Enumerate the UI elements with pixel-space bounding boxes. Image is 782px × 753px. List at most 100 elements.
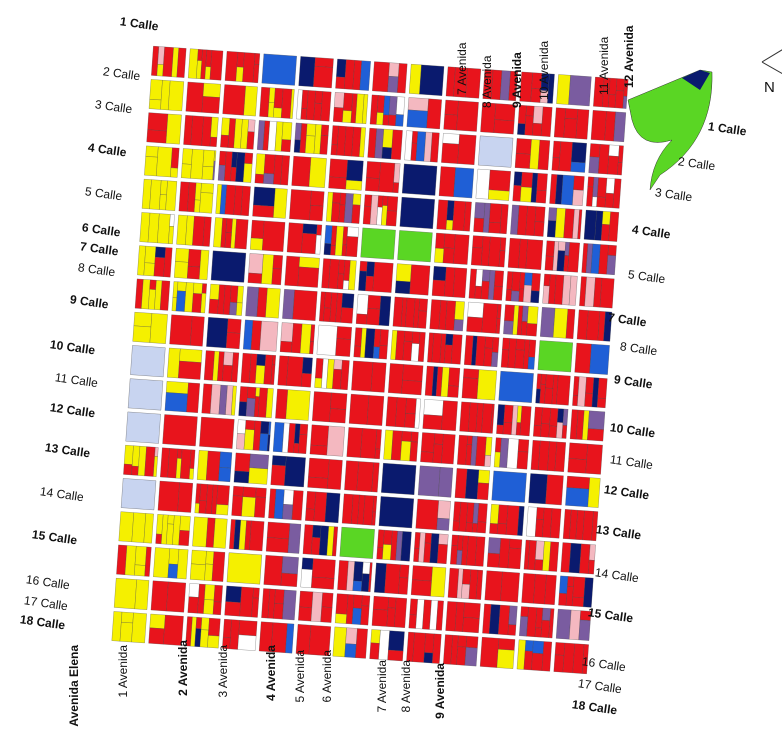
parcel — [588, 559, 595, 575]
street-label: 8 Calle — [77, 260, 116, 279]
parcel — [190, 115, 204, 146]
parcel — [280, 155, 290, 186]
block — [402, 163, 438, 196]
parcel — [533, 221, 545, 237]
block — [226, 552, 262, 585]
parcel — [134, 546, 147, 566]
parcel — [238, 401, 248, 417]
parcel — [239, 386, 249, 403]
block — [120, 478, 157, 511]
parcel — [566, 475, 590, 490]
parcel — [488, 236, 502, 267]
parcel — [441, 142, 460, 164]
parcel — [586, 310, 600, 341]
parcel — [437, 500, 451, 520]
parcel — [467, 301, 484, 318]
parcel — [181, 163, 192, 179]
parcel — [206, 450, 221, 482]
parcel — [204, 584, 216, 601]
parcel — [597, 177, 608, 198]
parcel — [175, 248, 190, 263]
parcel — [465, 522, 473, 533]
parcel — [471, 247, 483, 266]
parcel — [433, 433, 444, 445]
parcel — [474, 285, 482, 300]
parcel — [299, 423, 309, 436]
block — [381, 463, 417, 495]
parcel — [217, 164, 226, 181]
parcel — [602, 211, 611, 225]
parcel — [311, 537, 321, 556]
parcel — [489, 504, 500, 525]
parcel — [453, 167, 475, 199]
parcel — [554, 642, 566, 656]
parcel — [192, 516, 209, 548]
parcel — [484, 570, 503, 602]
parcel — [193, 282, 203, 295]
parcel — [360, 605, 370, 626]
parcel — [395, 263, 412, 283]
parcel — [272, 254, 283, 270]
parcel — [320, 606, 333, 623]
street-label: 8 Avenida — [399, 660, 413, 713]
park — [627, 69, 713, 191]
parcel — [308, 157, 327, 188]
parcel — [540, 423, 550, 438]
parcel — [443, 114, 458, 131]
parcel — [234, 452, 251, 473]
city-blocks — [107, 41, 633, 679]
parcel — [246, 131, 255, 150]
parcel — [382, 544, 392, 561]
parcel — [532, 106, 544, 124]
parcel — [182, 148, 193, 165]
street-label: 4 Calle — [631, 222, 672, 241]
parcel — [383, 529, 393, 546]
parcel — [346, 427, 363, 458]
parcel — [507, 547, 522, 570]
parcel — [225, 218, 233, 233]
parcel — [571, 142, 587, 164]
parcel — [321, 592, 334, 608]
parcel — [388, 363, 404, 394]
parcel — [371, 609, 389, 627]
parcel — [204, 66, 211, 80]
parcel — [261, 254, 274, 285]
parcel — [505, 505, 520, 536]
parcel — [285, 623, 295, 654]
parcel — [452, 520, 460, 532]
parcel — [495, 318, 501, 334]
parcel — [247, 386, 257, 399]
parcel — [521, 172, 534, 188]
parcel — [243, 163, 253, 183]
parcel — [397, 63, 408, 94]
parcel — [121, 611, 134, 624]
parcel — [155, 246, 166, 258]
parcel — [585, 377, 595, 394]
parcel — [492, 337, 500, 353]
parcel — [236, 285, 244, 304]
parcel — [401, 380, 423, 396]
parcel — [456, 646, 467, 666]
parcel — [169, 314, 193, 346]
parcel — [273, 603, 284, 620]
parcel — [222, 84, 246, 116]
parcel — [361, 573, 370, 592]
parcel — [432, 266, 447, 281]
parcel — [194, 199, 201, 213]
parcel — [463, 368, 480, 379]
parcel — [336, 326, 352, 340]
street-label: 16 Calle — [581, 654, 627, 674]
parcel — [450, 334, 463, 365]
parcel — [417, 310, 428, 329]
parcel — [366, 395, 385, 426]
parcel — [149, 313, 168, 344]
parcel — [480, 280, 490, 300]
parcel — [155, 533, 163, 545]
parcel — [540, 307, 556, 338]
parcel — [457, 134, 477, 165]
parcel — [187, 266, 201, 280]
parcel — [465, 635, 479, 649]
parcel — [211, 551, 226, 582]
parcel — [216, 484, 230, 506]
parcel — [302, 223, 318, 235]
